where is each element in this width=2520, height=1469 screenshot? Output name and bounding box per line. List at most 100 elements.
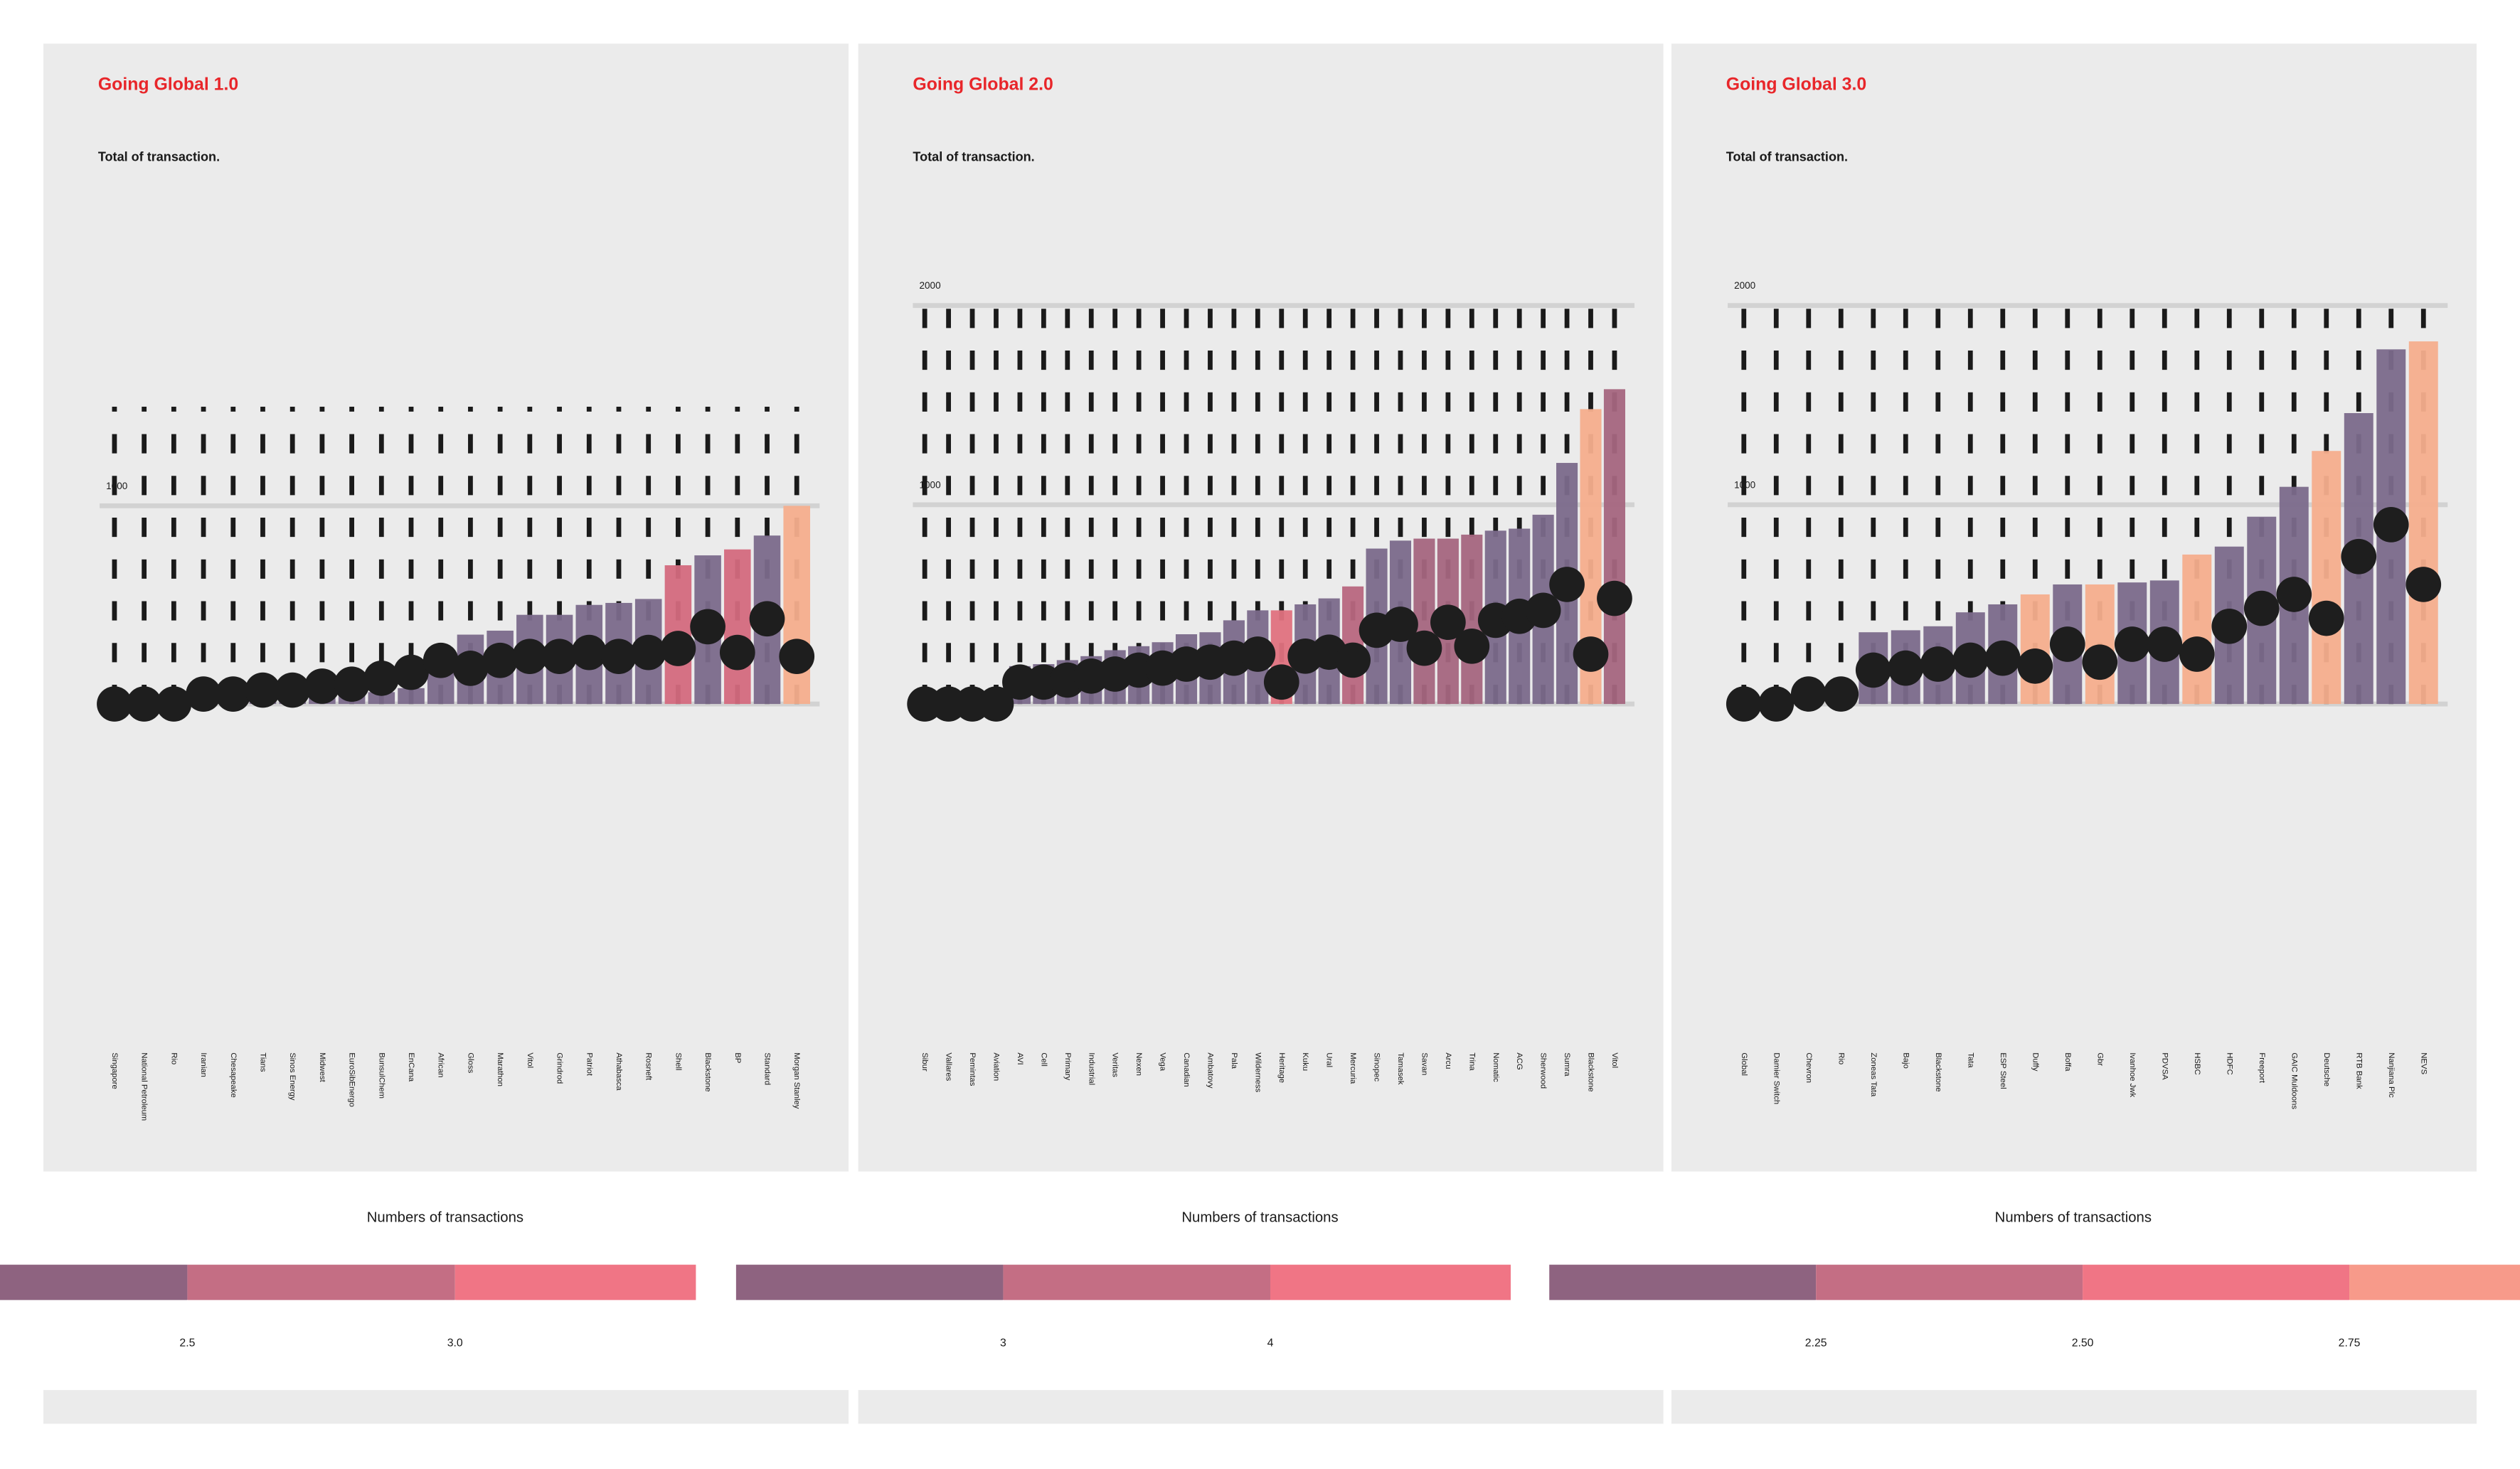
- x-tick-label: Kuku: [1301, 1052, 1309, 1071]
- point: [1855, 652, 1891, 688]
- x-tick-label: Tata: [1966, 1052, 1974, 1068]
- x-tick-label: BunsulChem: [377, 1052, 386, 1099]
- point: [1920, 646, 1956, 682]
- x-tick-label: Gloss: [466, 1052, 474, 1073]
- point: [2405, 567, 2442, 602]
- x-tick-label: Rosneft: [644, 1052, 653, 1081]
- x-tick-label: Sumra: [1563, 1052, 1571, 1077]
- x-tick-label: Sherwood: [1539, 1052, 1548, 1089]
- point: [2049, 626, 2085, 662]
- colorbar-tick-label: 3.0: [447, 1337, 463, 1350]
- colorbar-segment: [2083, 1264, 2350, 1300]
- point: [126, 686, 162, 722]
- x-tick-label: Athabasca: [615, 1052, 623, 1091]
- point: [1263, 664, 1299, 700]
- x-tick-label: Chevron: [1804, 1052, 1813, 1083]
- point: [690, 609, 725, 645]
- x-tick-label: Deutsche: [2322, 1052, 2331, 1086]
- x-tick-label: PDVSA: [2160, 1052, 2169, 1080]
- bar: [2408, 341, 2438, 705]
- x-tick-label: Shell: [674, 1052, 682, 1070]
- x-tick-label: NEVS: [2419, 1052, 2428, 1074]
- x-tick-label: ACG: [1515, 1052, 1524, 1069]
- point: [2179, 636, 2215, 672]
- colorbar-segment: [454, 1264, 696, 1300]
- point: [978, 686, 1014, 722]
- x-tick-label: Wilderness: [1253, 1052, 1262, 1092]
- point: [1597, 580, 1632, 616]
- x-tick-label: RTB Bank: [2354, 1052, 2363, 1089]
- x-tick-label: Grindrod: [555, 1052, 564, 1084]
- x-tick-label: EnCana: [407, 1052, 415, 1081]
- x-tick-label: Aviation: [991, 1052, 1000, 1081]
- x-tick-label: Iranian: [199, 1052, 208, 1077]
- legend-title: Numbers of transactions: [1995, 1210, 2152, 1226]
- x-tick-label: Nexen: [1134, 1052, 1143, 1076]
- colorbar-segment: [0, 1264, 188, 1300]
- x-tick-label: Damier Switch: [1772, 1052, 1780, 1104]
- point: [422, 642, 459, 678]
- x-tick-label: Rio: [1836, 1052, 1845, 1064]
- point: [749, 601, 785, 637]
- point: [452, 651, 489, 686]
- point: [601, 639, 637, 675]
- colorbar-segment: [735, 1264, 1004, 1300]
- point: [1240, 636, 1276, 672]
- point: [2243, 590, 2280, 626]
- x-tick-label: Vega: [1159, 1052, 1167, 1071]
- x-tick-label: GAIC Muldoons: [2290, 1052, 2298, 1109]
- x-tick-label: Standard: [763, 1052, 772, 1085]
- panel-strip: [43, 1389, 849, 1424]
- point: [1383, 607, 1418, 642]
- point: [2017, 648, 2053, 684]
- bar: [368, 692, 395, 705]
- x-tick-label: Morgan Stanley: [792, 1052, 801, 1109]
- x-tick-label: ESP Steel: [1999, 1052, 2007, 1089]
- point: [2147, 626, 2183, 662]
- x-tick-label: Tians: [259, 1052, 267, 1072]
- x-tick-label: BP: [733, 1052, 742, 1063]
- point: [215, 676, 251, 712]
- point: [1790, 676, 1827, 712]
- colorbar-segment: [1270, 1264, 1511, 1300]
- point: [1823, 676, 1859, 712]
- point: [630, 634, 666, 671]
- point: [97, 686, 132, 722]
- colorbar-segment: [2349, 1264, 2520, 1300]
- x-tick-label: Blackstone: [1934, 1052, 1942, 1091]
- colorbar-tick-label: 2.50: [2072, 1337, 2094, 1350]
- point: [719, 634, 755, 671]
- x-tick-label: Sinos Energy: [288, 1052, 297, 1100]
- x-tick-label: Vitol: [526, 1052, 534, 1068]
- chart-subtitle: Total of transaction.: [1726, 150, 1848, 164]
- point: [1726, 686, 1762, 722]
- point: [2341, 538, 2377, 575]
- point: [2082, 644, 2118, 680]
- panel-strip: [858, 1389, 1664, 1424]
- point: [1758, 686, 1795, 722]
- point: [1888, 650, 1924, 686]
- colorbar-tick-label: 4: [1267, 1337, 1274, 1350]
- x-tick-label: Midwest: [318, 1052, 326, 1082]
- point: [1525, 592, 1561, 629]
- point: [156, 686, 192, 722]
- x-tick-label: Bajo: [1901, 1052, 1910, 1069]
- bar: [398, 688, 425, 705]
- chart-title: Going Global 3.0: [1726, 75, 1866, 95]
- colorbar-segment: [1549, 1264, 1817, 1300]
- point: [393, 654, 429, 690]
- point: [2308, 600, 2344, 636]
- colorbar-tick-label: 3: [1000, 1337, 1006, 1350]
- bar: [2312, 451, 2341, 705]
- x-tick-label: Pemintas: [968, 1052, 977, 1086]
- point: [2373, 507, 2409, 543]
- y-tick-label: 2000: [919, 280, 940, 291]
- point: [2211, 608, 2248, 644]
- colorbar-tick-label: 2.25: [1805, 1337, 1827, 1350]
- x-tick-label: Nanjiana Plc: [2387, 1052, 2396, 1098]
- x-tick-label: Arcu: [1444, 1052, 1452, 1069]
- x-tick-label: Pala: [1230, 1052, 1238, 1069]
- x-tick-label: Gbr: [2095, 1052, 2104, 1066]
- bar: [2085, 584, 2115, 705]
